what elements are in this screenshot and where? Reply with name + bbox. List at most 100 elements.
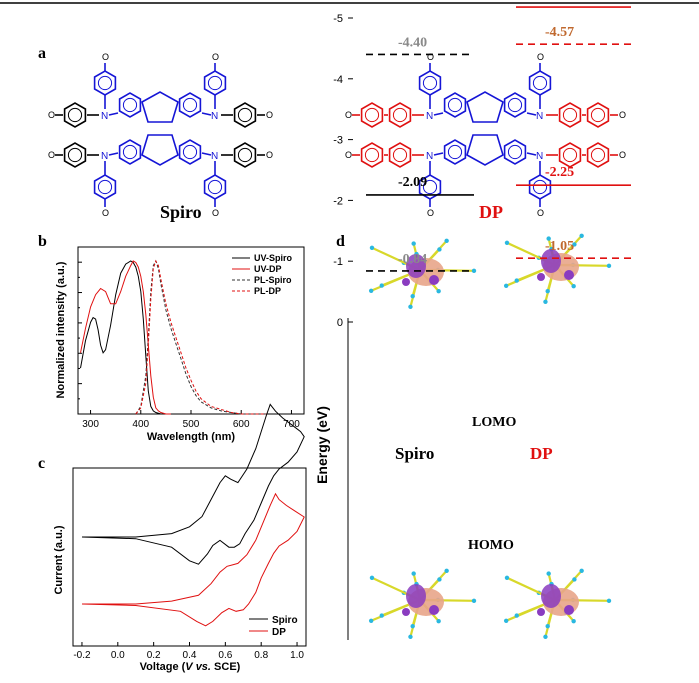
energy-level-value: -1.05: [545, 239, 574, 254]
hydrogen-atom: [471, 598, 477, 604]
panel-b-plot-area: [80, 259, 267, 415]
oxygen-atom-label: O: [537, 208, 544, 218]
n-core-bond: [201, 152, 212, 156]
spiro-molecule-label: Spiro: [160, 202, 202, 222]
cv-curve-spiro: [81, 403, 305, 565]
aryl-ring-aromatic: [364, 107, 380, 123]
panel-a-label: a: [38, 45, 46, 62]
legend-label: PL-DP: [254, 286, 281, 296]
orbital-lobe-negative: [541, 584, 561, 608]
hydrogen-atom: [546, 571, 551, 576]
fluorene-ring-aromatic: [122, 97, 138, 113]
hydrogen-atom: [444, 238, 449, 243]
methoxyphenyl-ring-aromatic: [532, 179, 548, 195]
aryl-ring: [388, 142, 412, 168]
panel-b-y-axis: [78, 261, 82, 415]
aryl-ring-aromatic: [364, 147, 380, 163]
fluorene-ring-aromatic: [447, 97, 463, 113]
y-tick-label: 0: [337, 317, 343, 329]
aryl-ring: [388, 102, 412, 128]
hydrogen-atom: [503, 283, 509, 288]
methoxyphenyl-ring-aromatic: [207, 179, 223, 195]
aryl-ring: [558, 102, 582, 128]
x-tick-label: 0.8: [254, 650, 268, 661]
x-tick-label: -0.2: [73, 650, 91, 661]
fluorene-ring: [118, 92, 142, 118]
hydrogen-atom: [543, 634, 548, 640]
oxygen-atom-label: O: [266, 150, 273, 160]
hydrogen-atom: [504, 575, 510, 580]
nitrogen-atom-label: N: [101, 151, 108, 162]
panel-d-y-axis: 0-1-2-3-4-5-6: [333, 13, 353, 329]
panel-d: d 0-1-2-3-4-5-6 Energy (eV) -0.84-2.09-4…: [314, 0, 631, 640]
series-line-pl-spiro: [135, 259, 267, 415]
y-tick-label: -5: [333, 13, 343, 25]
fluorene-ring: [178, 139, 202, 165]
aryl-ring: [63, 142, 87, 168]
fluorene-ring-aromatic: [447, 144, 463, 160]
hydrogen-atom: [410, 293, 415, 299]
panel-b-label: b: [38, 233, 47, 250]
energy-level-value: -4.40: [398, 35, 427, 50]
fluorene-ring: [443, 139, 467, 165]
n-core-bond: [526, 152, 537, 156]
fluorene-ring: [503, 139, 527, 165]
hydrogen-atom: [606, 598, 612, 604]
n-core-bond: [108, 112, 119, 116]
methoxyphenyl-ring: [203, 70, 227, 96]
series-line-uv-spiro: [80, 260, 171, 415]
panel-b: b 300 400 500 600 700 Wavelength (nm) Normal…: [38, 233, 305, 443]
nitrogen-atom-label: N: [536, 151, 543, 162]
legend-label: Spiro: [272, 615, 298, 626]
aryl-ring: [63, 102, 87, 128]
hydrogen-atom: [514, 278, 519, 283]
n-core-bond: [526, 112, 537, 116]
energy-level-value: -4.57: [545, 25, 574, 40]
dp-molecule-structure: N O O N O O N O O N O O: [345, 52, 626, 218]
y-tick-label: -2: [333, 195, 343, 207]
hydrogen-atom: [411, 571, 416, 576]
nitrogen-atom-label: N: [211, 151, 218, 162]
dp-molecule-label: DP: [479, 202, 503, 222]
aryl-ring: [233, 142, 257, 168]
hydrogen-atom: [436, 618, 441, 624]
x-tick-label: 0.2: [147, 650, 161, 661]
hydrogen-atom: [572, 242, 577, 247]
hydrogen-atom: [572, 577, 577, 582]
panel-b-y-label: Normalized intensity (a.u.): [55, 261, 67, 398]
homo-label: HOMO: [468, 538, 514, 553]
five-ring: [141, 134, 179, 166]
nitrogen-atom-label: N: [536, 111, 543, 122]
panel-c-x-label: Voltage (V vs. SCE): [140, 661, 241, 673]
aryl-ring-aromatic: [237, 147, 253, 163]
energy-levels: -0.84-2.09-4.40-5.65-1.05-2.25-4.57-5.18: [366, 0, 631, 272]
energy-level-value: -0.84: [398, 252, 427, 267]
five-ring: [466, 134, 504, 166]
orbital-lobe-negative: [564, 605, 574, 615]
oxygen-atom-label: O: [619, 150, 626, 160]
legend-label: DP: [272, 627, 286, 638]
hydrogen-atom: [514, 613, 519, 618]
hydrogen-atom: [379, 283, 384, 288]
aryl-ring-aromatic: [590, 147, 606, 163]
energy-level-value: -5.18: [545, 0, 574, 2]
y-tick-label: -1: [333, 256, 343, 268]
lomo-orbital-dp: [503, 233, 612, 305]
homo-orbital-dp: [503, 568, 612, 640]
hydrogen-atom: [571, 618, 576, 624]
panel-c-x-axis: -0.2 0.0 0.2 0.4 0.6 0.8 1.0: [73, 642, 304, 661]
oxygen-atom-label: O: [212, 208, 219, 218]
n-core-bond: [108, 152, 119, 156]
orbital-lobe-negative: [402, 278, 410, 286]
aryl-ring: [360, 142, 384, 168]
energy-level-value: -2.09: [398, 175, 427, 190]
methoxyphenyl-ring: [93, 70, 117, 96]
aryl-ring: [558, 142, 582, 168]
y-tick-label: -4: [333, 74, 343, 86]
methoxyphenyl-ring-aromatic: [532, 75, 548, 91]
x-tick-label: 300: [82, 419, 99, 430]
methoxyphenyl-ring: [203, 174, 227, 200]
methoxyphenyl-ring-aromatic: [422, 179, 438, 195]
methoxyphenyl-ring: [418, 70, 442, 96]
